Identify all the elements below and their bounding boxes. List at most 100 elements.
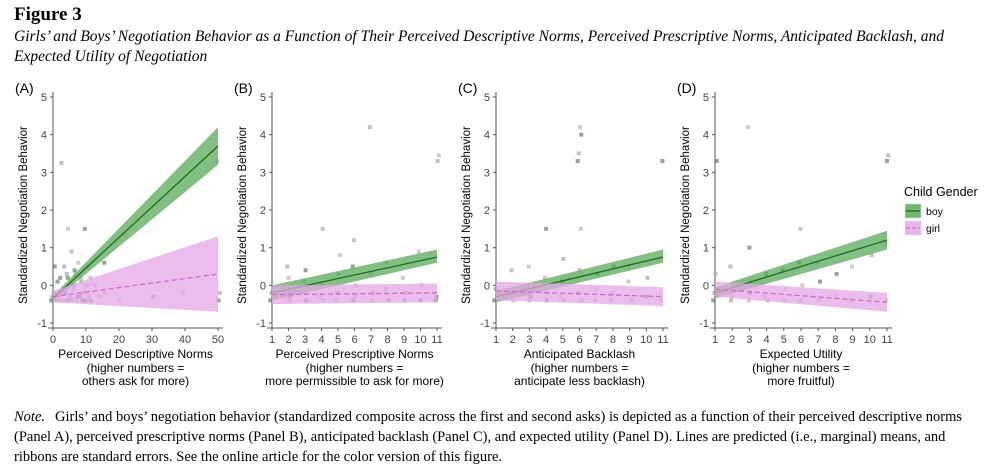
girl-line: [495, 290, 664, 298]
x-tick-label: 11: [431, 334, 442, 346]
y-axis-label: Standardized Negotiation Behavior: [237, 126, 249, 304]
y-tick-label: 5: [41, 92, 47, 104]
x-tick-label: 2: [510, 334, 516, 346]
data-point: [320, 226, 325, 231]
y-tick-label: 4: [703, 130, 709, 142]
x-axis-sublabel: (higher numbers =: [531, 361, 629, 375]
x-tick-label: 9: [401, 334, 407, 346]
y-tick-label: 2: [260, 205, 266, 217]
panel-tag: (A): [15, 80, 34, 96]
data-point: [578, 226, 583, 231]
x-tick-label: 4: [764, 334, 770, 346]
y-tick-label: 3: [260, 167, 266, 179]
data-point: [834, 272, 839, 277]
x-tick-label: 2: [285, 334, 291, 346]
x-tick-label: 5: [335, 334, 341, 346]
data-point: [52, 264, 57, 269]
legend-title: Child Gender: [904, 185, 978, 199]
x-tick-label: 4: [543, 334, 549, 346]
girl-line: [271, 292, 438, 296]
data-point: [269, 290, 274, 295]
data-point: [337, 253, 342, 258]
boy-ribbon: [53, 127, 218, 302]
x-tick-label: 1: [712, 334, 718, 346]
x-tick-label: 4: [318, 334, 324, 346]
x-axis-label: Expected Utility: [760, 347, 843, 361]
x-tick-label: 0: [50, 334, 56, 346]
data-point: [49, 298, 54, 303]
data-point: [62, 264, 67, 269]
data-point: [712, 290, 717, 295]
girl-line: [714, 288, 888, 303]
data-point: [66, 226, 70, 231]
data-point: [216, 298, 221, 303]
x-tick-label: 30: [146, 334, 158, 346]
data-point: [800, 283, 805, 288]
data-point: [542, 275, 547, 280]
x-axis-sublabel: others ask for more): [82, 374, 189, 388]
x-tick-label: 10: [640, 334, 652, 346]
data-point: [351, 238, 356, 243]
data-point: [435, 159, 440, 164]
data-point: [72, 268, 77, 273]
y-tick-label: 3: [484, 167, 490, 179]
data-point: [88, 275, 93, 280]
x-tick-label: 5: [560, 334, 566, 346]
data-point: [818, 279, 822, 284]
x-tick-label: 3: [526, 334, 532, 346]
x-axis-sublabel: anticipate less backlash): [514, 374, 645, 388]
x-axis-sublabel: (higher numbers =: [87, 361, 185, 375]
data-point: [367, 125, 372, 130]
data-point: [575, 159, 580, 164]
panel-tag: (D): [677, 80, 696, 96]
y-tick-label: 2: [41, 205, 47, 217]
y-tick-label: 1: [260, 243, 266, 255]
data-point: [576, 151, 581, 156]
y-tick-label: 4: [484, 130, 490, 142]
data-point: [102, 260, 107, 265]
data-point: [798, 226, 803, 231]
x-axis-sublabel: (higher numbers =: [752, 361, 850, 375]
data-point: [492, 298, 497, 303]
data-point: [578, 125, 583, 130]
x-tick-label: 7: [593, 334, 599, 346]
y-tick-label: -1: [480, 318, 490, 330]
note-label: Note.: [14, 409, 46, 425]
data-point: [714, 159, 719, 164]
x-tick-label: 10: [414, 334, 426, 346]
legend: Child Gender boy girl: [904, 185, 978, 236]
x-tick-label: 10: [80, 334, 92, 346]
boy-line: [52, 145, 219, 299]
data-point: [869, 253, 874, 258]
data-point: [303, 268, 308, 273]
x-tick-label: 11: [881, 334, 892, 346]
y-tick-label: 0: [484, 280, 490, 292]
girl-ribbon: [715, 281, 887, 312]
y-tick-label: -1: [256, 318, 266, 330]
y-axis-label: Standardized Negotiation Behavior: [680, 126, 692, 304]
x-tick-label: 11: [657, 334, 668, 346]
data-point: [561, 256, 566, 261]
y-tick-label: 4: [260, 130, 266, 142]
data-point: [55, 279, 60, 284]
y-tick-label: 1: [484, 243, 490, 255]
y-tick-label: 5: [260, 92, 266, 104]
data-point: [217, 290, 222, 295]
data-point: [64, 272, 69, 277]
y-tick-label: 3: [41, 167, 47, 179]
data-point: [416, 249, 421, 254]
data-point: [713, 272, 718, 277]
y-tick-label: 0: [703, 280, 709, 292]
x-axis-label: Anticipated Backlash: [524, 347, 635, 361]
x-tick-label: 7: [815, 334, 821, 346]
data-point: [728, 264, 733, 269]
data-point: [886, 153, 891, 158]
data-point: [268, 298, 273, 303]
x-tick-label: 10: [864, 334, 876, 346]
figure-title: Girls’ and Boys’ Negotiation Behavior as…: [14, 28, 944, 65]
x-tick-label: 40: [179, 334, 191, 346]
